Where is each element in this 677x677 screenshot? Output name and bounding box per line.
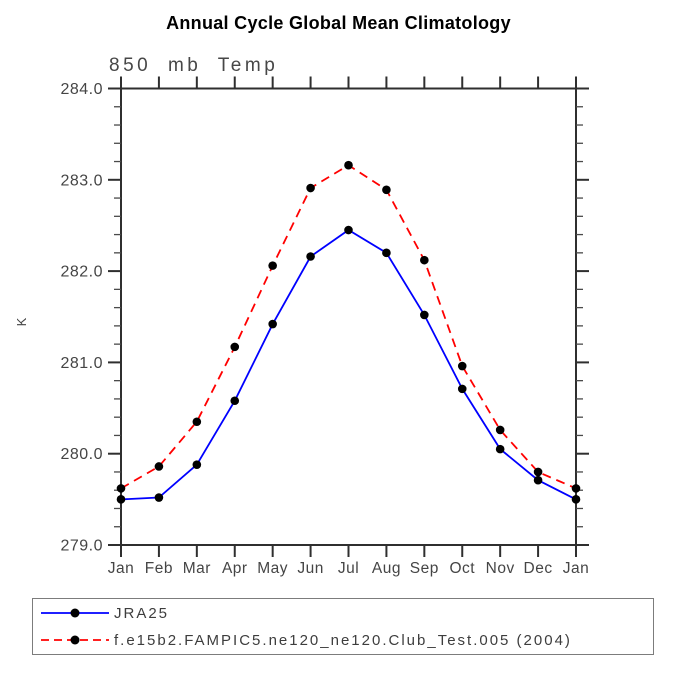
plot-canvas: 850 mb Temp K Jan Feb Mar Apr May Jun Jul Aug Se… bbox=[14, 55, 590, 577]
svg-text:Aug: Aug bbox=[372, 560, 401, 577]
legend-box: JRA25 f.e15b2.FAMPIC5.ne120_ne120.Club_T… bbox=[32, 598, 654, 655]
svg-text:283.0: 283.0 bbox=[60, 172, 103, 189]
svg-text:May: May bbox=[257, 560, 288, 577]
data-series bbox=[116, 160, 581, 504]
svg-text:Jan: Jan bbox=[563, 560, 590, 577]
svg-text:Dec: Dec bbox=[524, 560, 553, 577]
svg-text:Jul: Jul bbox=[338, 560, 359, 577]
legend-line-sample-obs bbox=[41, 608, 109, 618]
axes-and-ticks: Jan Feb Mar Apr May Jun Jul Aug Sep Oct Nov Dec Jan 2… bbox=[60, 76, 590, 577]
svg-text:Sep: Sep bbox=[410, 560, 439, 577]
chart-title: Annual Cycle Global Mean Climatology bbox=[166, 13, 511, 33]
legend-label-obs: JRA25 bbox=[114, 604, 170, 622]
svg-text:280.0: 280.0 bbox=[60, 446, 103, 463]
svg-text:Jun: Jun bbox=[297, 560, 324, 577]
svg-text:279.0: 279.0 bbox=[60, 538, 103, 555]
svg-text:Jan: Jan bbox=[108, 560, 135, 577]
svg-text:Nov: Nov bbox=[486, 560, 515, 577]
svg-text:Oct: Oct bbox=[449, 560, 475, 577]
legend-label-model: f.e15b2.FAMPIC5.ne120_ne120.Club_Test.00… bbox=[114, 631, 572, 649]
legend-line-sample-model bbox=[41, 635, 109, 645]
svg-text:281.0: 281.0 bbox=[60, 355, 103, 372]
chart-subtitle: 850 mb Temp bbox=[109, 55, 278, 76]
svg-text:284.0: 284.0 bbox=[60, 81, 103, 98]
y-axis-label: K bbox=[14, 317, 29, 326]
legend-item-model: f.e15b2.FAMPIC5.ne120_ne120.Club_Test.00… bbox=[33, 627, 653, 653]
svg-text:Apr: Apr bbox=[222, 560, 248, 577]
svg-text:282.0: 282.0 bbox=[60, 264, 103, 281]
svg-text:Feb: Feb bbox=[145, 560, 173, 577]
svg-text:Mar: Mar bbox=[183, 560, 211, 577]
legend-item-jra25: JRA25 bbox=[33, 600, 653, 626]
